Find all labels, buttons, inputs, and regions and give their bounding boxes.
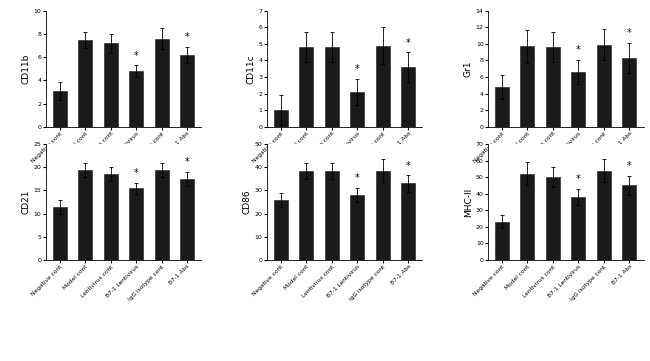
Bar: [350, 195, 364, 260]
Bar: [53, 206, 66, 260]
Bar: [597, 170, 611, 260]
Bar: [274, 110, 288, 127]
Bar: [376, 171, 390, 260]
Bar: [155, 170, 168, 260]
Bar: [521, 47, 534, 127]
Y-axis label: CD21: CD21: [21, 190, 31, 214]
Bar: [546, 47, 560, 127]
Bar: [299, 171, 313, 260]
Text: *: *: [576, 174, 580, 184]
Bar: [53, 91, 66, 127]
Bar: [376, 45, 390, 127]
Y-axis label: CD11c: CD11c: [247, 54, 255, 83]
Bar: [103, 174, 118, 260]
Bar: [546, 177, 560, 260]
Bar: [299, 47, 313, 127]
Y-axis label: Gr1: Gr1: [464, 61, 473, 77]
Bar: [180, 55, 194, 127]
Text: *: *: [576, 45, 580, 55]
Bar: [401, 67, 415, 127]
Text: *: *: [134, 51, 138, 61]
Bar: [401, 183, 415, 260]
Bar: [78, 170, 92, 260]
Bar: [274, 200, 288, 260]
Bar: [350, 92, 364, 127]
Bar: [180, 179, 194, 260]
Text: *: *: [355, 173, 359, 183]
Bar: [571, 197, 586, 260]
Y-axis label: MHC-II: MHC-II: [464, 187, 473, 217]
Bar: [597, 45, 611, 127]
Text: *: *: [406, 161, 411, 171]
Text: *: *: [185, 32, 190, 42]
Bar: [103, 43, 118, 127]
Bar: [495, 222, 509, 260]
Bar: [155, 39, 168, 127]
Y-axis label: CD11b: CD11b: [22, 53, 31, 84]
Bar: [521, 174, 534, 260]
Bar: [623, 186, 636, 260]
Text: *: *: [134, 168, 138, 178]
Bar: [325, 171, 339, 260]
Bar: [571, 72, 586, 127]
Bar: [78, 40, 92, 127]
Text: *: *: [406, 38, 411, 48]
Bar: [495, 87, 509, 127]
Bar: [325, 47, 339, 127]
Bar: [623, 58, 636, 127]
Text: *: *: [355, 64, 359, 74]
Bar: [129, 188, 143, 260]
Bar: [129, 71, 143, 127]
Text: *: *: [627, 161, 632, 171]
Text: *: *: [185, 157, 190, 167]
Text: *: *: [627, 29, 632, 39]
Y-axis label: CD86: CD86: [243, 190, 252, 214]
